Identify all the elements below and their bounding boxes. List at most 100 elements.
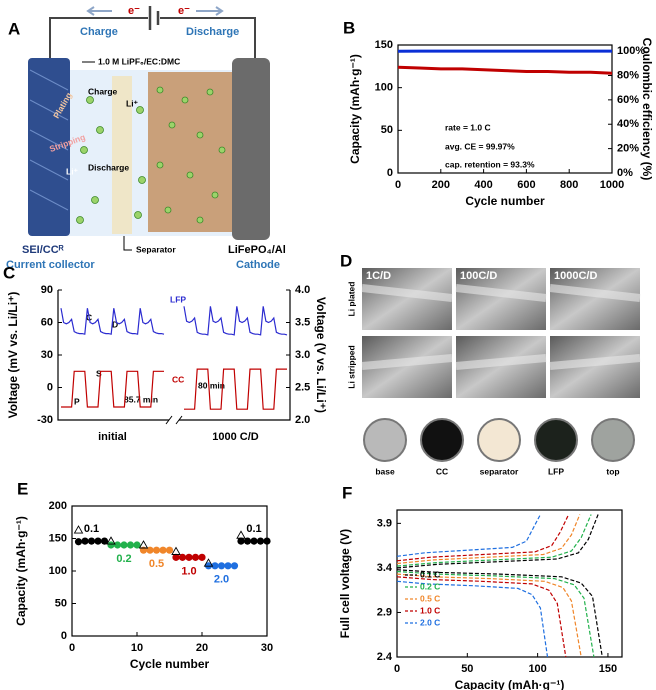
y2-tick-label: 80% xyxy=(617,69,639,81)
y-tick-label: 60 xyxy=(41,316,53,328)
panel-label: F xyxy=(342,483,352,502)
series-line xyxy=(396,576,567,658)
charge-line xyxy=(396,514,541,557)
legend-label: 0.5 C xyxy=(420,593,440,603)
annotation: S xyxy=(96,368,102,378)
open-marker xyxy=(73,525,84,534)
series-line xyxy=(397,65,613,75)
separator-label: Separator xyxy=(136,244,176,254)
y-axis-title: Voltage (mV vs. Li/Li⁺) xyxy=(6,292,20,419)
y2-tick-label: 0% xyxy=(617,167,633,179)
separator xyxy=(112,76,132,234)
fiber xyxy=(549,354,641,370)
annotation: rate = 1.0 C xyxy=(445,122,491,132)
discharge-inner-label: Discharge xyxy=(88,162,129,172)
series-label: 0.5 xyxy=(149,558,164,570)
annotation: D xyxy=(112,319,118,329)
y-tick-label: 90 xyxy=(41,284,53,296)
series-label: 0.2 xyxy=(116,553,131,565)
photo-label: top xyxy=(606,466,619,476)
point xyxy=(74,538,83,546)
legend-label: 2.0 C xyxy=(420,617,440,627)
panel-label: D xyxy=(340,251,352,270)
charge-line xyxy=(396,514,599,569)
open-marker xyxy=(203,558,214,567)
plot-frame xyxy=(71,505,268,637)
x-tick-label: 50 xyxy=(461,663,473,675)
series-label: LFP xyxy=(170,294,186,304)
y2-tick-label: 4.0 xyxy=(295,284,310,296)
panel-label: E xyxy=(17,479,28,498)
point xyxy=(217,562,226,570)
series-line xyxy=(396,569,603,658)
x-tick-label: 0 xyxy=(395,179,401,191)
li-particles xyxy=(76,86,226,224)
x-tick-label: 0 xyxy=(394,663,400,675)
point xyxy=(107,541,115,549)
axis-break-gap xyxy=(169,416,179,424)
point xyxy=(185,553,193,561)
panel-a: A e⁻ e⁻ Charge Discharge Plating Strippi… xyxy=(6,5,286,271)
open-marker xyxy=(106,536,116,545)
y2-tick-label: 2.0 xyxy=(295,414,310,426)
y2-tick-label: 40% xyxy=(617,118,639,130)
panel-label: B xyxy=(343,18,355,37)
axis-break xyxy=(165,415,183,425)
plot-frame xyxy=(396,509,623,658)
point xyxy=(263,537,271,545)
x-tick-label: 100 xyxy=(528,663,546,675)
point xyxy=(243,537,252,545)
x-axis-title: Cycle number xyxy=(130,657,210,671)
y2-tick-label: 20% xyxy=(617,143,639,155)
series-line xyxy=(60,306,288,336)
series-label: 0.1 xyxy=(246,523,261,535)
photo xyxy=(477,418,521,462)
charge-line xyxy=(396,514,581,565)
panel-d: D Li plated Li stripped 1C/D 100C/D 1000C/D b… xyxy=(340,251,641,476)
point xyxy=(250,537,258,545)
point xyxy=(113,541,122,549)
fiber xyxy=(455,354,547,370)
annotation: 80 min xyxy=(198,380,225,390)
annotation: P xyxy=(74,396,80,406)
charge-line xyxy=(396,514,570,562)
x-tick-label: 150 xyxy=(599,663,617,675)
anode xyxy=(28,58,70,236)
y2-tick-label: 3.5 xyxy=(295,316,310,328)
photo-label: base xyxy=(375,466,395,476)
point xyxy=(256,537,265,545)
legend-label: 1.0 C xyxy=(420,605,440,615)
photo-label: separator xyxy=(480,466,519,476)
photo-label: CC xyxy=(436,466,448,476)
y-tick-label: 50 xyxy=(381,124,393,136)
photo xyxy=(534,418,578,462)
series-label: 2.0 xyxy=(214,574,229,586)
point xyxy=(126,541,135,549)
series-line xyxy=(61,368,287,410)
x-tick-label: 400 xyxy=(474,179,492,191)
charge-line xyxy=(396,514,592,567)
series-line xyxy=(396,580,549,658)
series-line xyxy=(396,573,582,658)
x-tick-label: 0 xyxy=(69,642,75,654)
column-label: 1000C/D xyxy=(554,270,597,282)
photo xyxy=(363,418,407,462)
x-tick-label: initial xyxy=(98,431,127,443)
li-ion-label: Li⁺ xyxy=(126,98,139,108)
point xyxy=(165,546,174,554)
charge-inner-label: Charge xyxy=(88,86,118,96)
x-tick-label: 10 xyxy=(131,642,143,654)
column-label: 1C/D xyxy=(366,270,391,282)
fiber xyxy=(549,284,641,302)
series-label: CC xyxy=(172,374,184,384)
point xyxy=(100,537,109,545)
x-tick-label: 1000 xyxy=(600,179,624,191)
li-ion-label: Li⁺ xyxy=(66,166,79,176)
fiber xyxy=(361,354,453,370)
y2-tick-label: 2.5 xyxy=(295,381,310,393)
arrow xyxy=(196,6,224,16)
anode-label: SEI/CCᴿ xyxy=(22,244,64,256)
x-axis-title: Cycle number xyxy=(465,194,545,208)
x-tick-label: 20 xyxy=(196,642,208,654)
y-tick-label: 2.4 xyxy=(377,651,393,663)
